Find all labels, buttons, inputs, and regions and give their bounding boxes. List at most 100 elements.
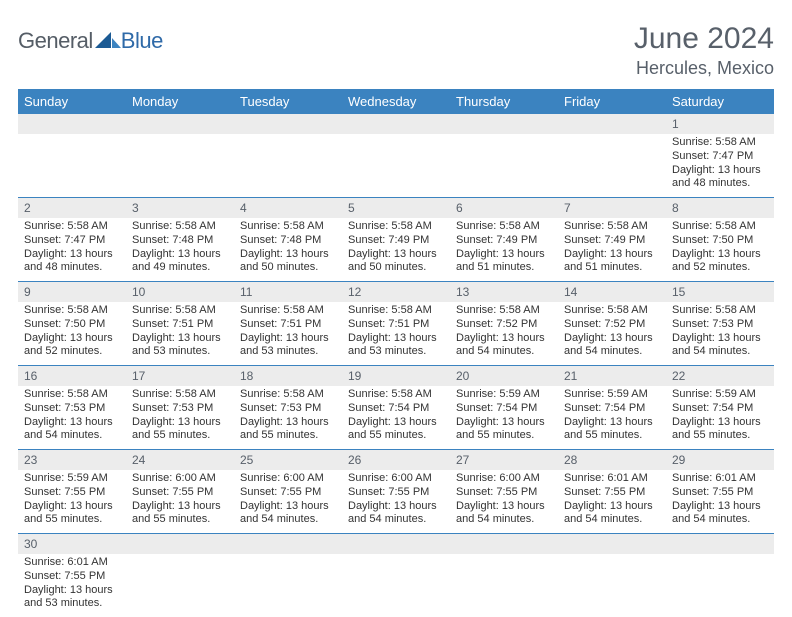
day-number: 20 — [450, 366, 558, 387]
daylight-text-1: Daylight: 13 hours — [672, 248, 768, 262]
day-cell: Sunrise: 6:01 AMSunset: 7:55 PMDaylight:… — [558, 470, 666, 534]
daylight-text-2: and 54 minutes. — [564, 345, 660, 359]
empty-cell — [342, 554, 450, 617]
day-cell: Sunrise: 6:00 AMSunset: 7:55 PMDaylight:… — [126, 470, 234, 534]
sunrise-text: Sunrise: 5:58 AM — [240, 220, 336, 234]
daylight-text-1: Daylight: 13 hours — [24, 332, 120, 346]
weekday-header-row: Sunday Monday Tuesday Wednesday Thursday… — [18, 89, 774, 114]
day-cell: Sunrise: 5:58 AMSunset: 7:54 PMDaylight:… — [342, 386, 450, 450]
sunrise-text: Sunrise: 6:00 AM — [240, 472, 336, 486]
daylight-text-2: and 54 minutes. — [456, 345, 552, 359]
day-cell: Sunrise: 5:58 AMSunset: 7:53 PMDaylight:… — [18, 386, 126, 450]
sunset-text: Sunset: 7:55 PM — [240, 486, 336, 500]
empty-cell — [18, 134, 126, 198]
day-number: 19 — [342, 366, 450, 387]
daylight-text-1: Daylight: 13 hours — [24, 416, 120, 430]
sunset-text: Sunset: 7:53 PM — [672, 318, 768, 332]
sunrise-text: Sunrise: 5:58 AM — [132, 304, 228, 318]
daylight-text-2: and 54 minutes. — [672, 345, 768, 359]
empty-cell — [558, 134, 666, 198]
content-row: Sunrise: 5:58 AMSunset: 7:47 PMDaylight:… — [18, 218, 774, 282]
daylight-text-1: Daylight: 13 hours — [240, 248, 336, 262]
daynum-row: 2345678 — [18, 198, 774, 219]
weekday-header: Wednesday — [342, 89, 450, 114]
sunset-text: Sunset: 7:50 PM — [672, 234, 768, 248]
daylight-text-1: Daylight: 13 hours — [456, 332, 552, 346]
daylight-text-1: Daylight: 13 hours — [24, 584, 120, 598]
day-number: 29 — [666, 450, 774, 471]
sunrise-text: Sunrise: 5:59 AM — [456, 388, 552, 402]
empty-cell — [342, 134, 450, 198]
empty-cell — [234, 554, 342, 617]
daylight-text-1: Daylight: 13 hours — [240, 500, 336, 514]
sunrise-text: Sunrise: 5:58 AM — [348, 388, 444, 402]
logo-text-blue: Blue — [121, 28, 163, 54]
sunrise-text: Sunrise: 6:00 AM — [456, 472, 552, 486]
day-number: 23 — [18, 450, 126, 471]
weekday-header: Thursday — [450, 89, 558, 114]
day-number: 24 — [126, 450, 234, 471]
day-cell: Sunrise: 5:58 AMSunset: 7:49 PMDaylight:… — [450, 218, 558, 282]
sunrise-text: Sunrise: 5:58 AM — [240, 388, 336, 402]
day-cell: Sunrise: 5:59 AMSunset: 7:54 PMDaylight:… — [666, 386, 774, 450]
daylight-text-2: and 54 minutes. — [348, 513, 444, 527]
daylight-text-2: and 53 minutes. — [132, 345, 228, 359]
sunset-text: Sunset: 7:49 PM — [456, 234, 552, 248]
day-cell: Sunrise: 5:59 AMSunset: 7:55 PMDaylight:… — [18, 470, 126, 534]
daylight-text-2: and 49 minutes. — [132, 261, 228, 275]
day-number: 7 — [558, 198, 666, 219]
sunset-text: Sunset: 7:55 PM — [24, 570, 120, 584]
logo-sail-icon — [95, 32, 121, 50]
daylight-text-1: Daylight: 13 hours — [132, 332, 228, 346]
day-number: 15 — [666, 282, 774, 303]
day-number: 5 — [342, 198, 450, 219]
empty-daynum — [126, 114, 234, 134]
day-cell: Sunrise: 5:58 AMSunset: 7:53 PMDaylight:… — [666, 302, 774, 366]
sunrise-text: Sunrise: 5:59 AM — [564, 388, 660, 402]
daylight-text-1: Daylight: 13 hours — [456, 416, 552, 430]
day-number: 8 — [666, 198, 774, 219]
empty-daynum — [558, 114, 666, 134]
sunrise-text: Sunrise: 6:00 AM — [132, 472, 228, 486]
sunrise-text: Sunrise: 5:58 AM — [672, 136, 768, 150]
day-cell: Sunrise: 5:58 AMSunset: 7:48 PMDaylight:… — [126, 218, 234, 282]
day-number: 26 — [342, 450, 450, 471]
day-cell: Sunrise: 5:59 AMSunset: 7:54 PMDaylight:… — [450, 386, 558, 450]
daylight-text-1: Daylight: 13 hours — [564, 500, 660, 514]
empty-daynum — [666, 534, 774, 555]
day-number: 17 — [126, 366, 234, 387]
sunrise-text: Sunrise: 5:58 AM — [672, 304, 768, 318]
sunrise-text: Sunrise: 6:01 AM — [564, 472, 660, 486]
day-cell: Sunrise: 5:58 AMSunset: 7:51 PMDaylight:… — [342, 302, 450, 366]
daylight-text-2: and 53 minutes. — [24, 597, 120, 611]
day-cell: Sunrise: 5:58 AMSunset: 7:47 PMDaylight:… — [666, 134, 774, 198]
day-number: 2 — [18, 198, 126, 219]
daylight-text-1: Daylight: 13 hours — [24, 500, 120, 514]
empty-cell — [126, 554, 234, 617]
day-number: 22 — [666, 366, 774, 387]
sunrise-text: Sunrise: 5:58 AM — [132, 220, 228, 234]
day-cell: Sunrise: 5:58 AMSunset: 7:49 PMDaylight:… — [342, 218, 450, 282]
day-cell: Sunrise: 5:58 AMSunset: 7:50 PMDaylight:… — [666, 218, 774, 282]
sunrise-text: Sunrise: 6:00 AM — [348, 472, 444, 486]
content-row: Sunrise: 5:58 AMSunset: 7:47 PMDaylight:… — [18, 134, 774, 198]
sunset-text: Sunset: 7:54 PM — [672, 402, 768, 416]
daynum-row: 9101112131415 — [18, 282, 774, 303]
sunset-text: Sunset: 7:55 PM — [348, 486, 444, 500]
sunrise-text: Sunrise: 6:01 AM — [672, 472, 768, 486]
daylight-text-2: and 55 minutes. — [240, 429, 336, 443]
sunrise-text: Sunrise: 5:58 AM — [240, 304, 336, 318]
daylight-text-1: Daylight: 13 hours — [240, 332, 336, 346]
day-cell: Sunrise: 5:58 AMSunset: 7:53 PMDaylight:… — [126, 386, 234, 450]
sunset-text: Sunset: 7:50 PM — [24, 318, 120, 332]
daylight-text-1: Daylight: 13 hours — [24, 248, 120, 262]
sunset-text: Sunset: 7:49 PM — [564, 234, 660, 248]
daylight-text-2: and 53 minutes. — [240, 345, 336, 359]
sunset-text: Sunset: 7:51 PM — [348, 318, 444, 332]
day-cell: Sunrise: 5:58 AMSunset: 7:48 PMDaylight:… — [234, 218, 342, 282]
sunrise-text: Sunrise: 5:58 AM — [672, 220, 768, 234]
daylight-text-2: and 55 minutes. — [24, 513, 120, 527]
daylight-text-2: and 50 minutes. — [348, 261, 444, 275]
weekday-header: Saturday — [666, 89, 774, 114]
empty-cell — [666, 554, 774, 617]
